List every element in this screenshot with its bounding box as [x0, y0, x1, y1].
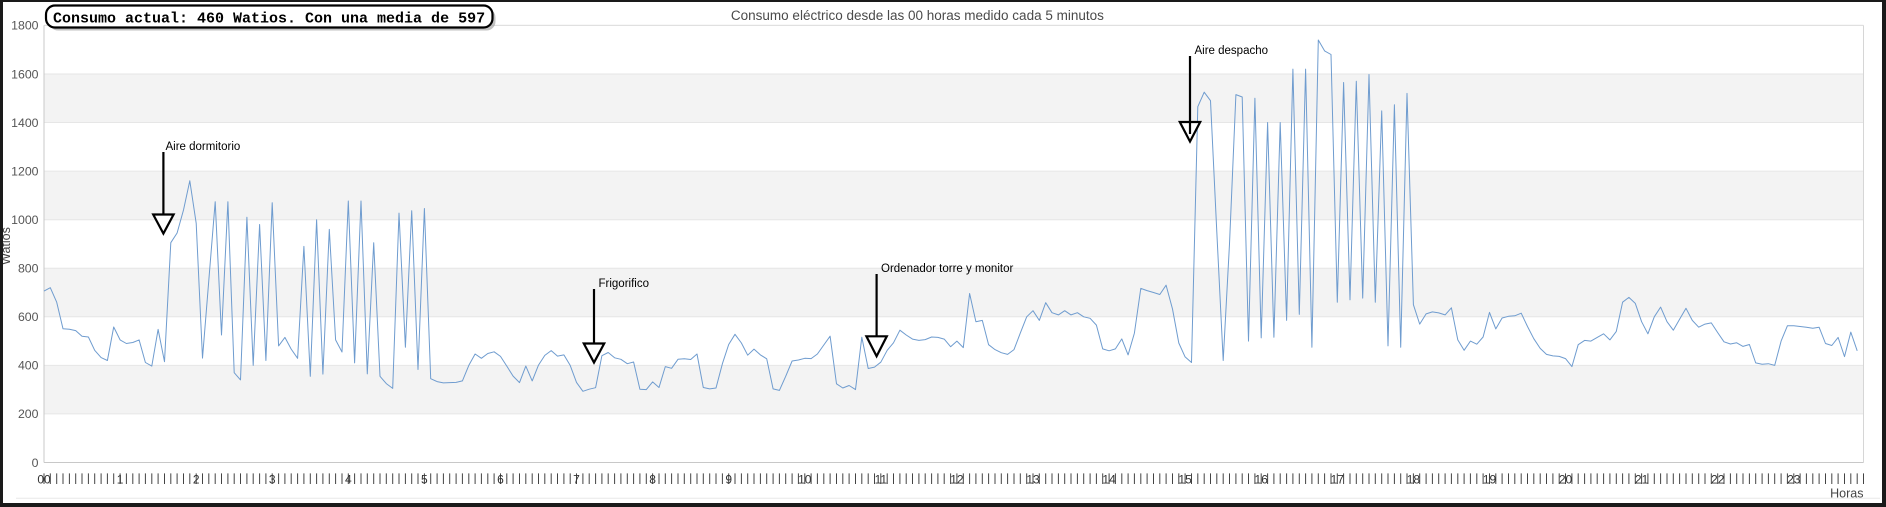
- svg-text:11: 11: [875, 473, 888, 487]
- svg-text:Frigorifico: Frigorifico: [599, 278, 649, 290]
- svg-text:Aire despacho: Aire despacho: [1195, 45, 1269, 57]
- svg-text:2: 2: [193, 473, 200, 487]
- svg-text:23: 23: [1787, 473, 1801, 487]
- svg-text:1400: 1400: [11, 116, 39, 130]
- svg-text:19: 19: [1483, 473, 1497, 487]
- svg-text:600: 600: [18, 310, 39, 324]
- svg-text:Watios: Watios: [0, 227, 13, 265]
- svg-text:Ordenador torre y monitor: Ordenador torre y monitor: [881, 263, 1013, 275]
- svg-text:800: 800: [18, 262, 39, 276]
- svg-text:13: 13: [1026, 473, 1040, 487]
- svg-text:00: 00: [37, 473, 51, 487]
- svg-text:1600: 1600: [11, 67, 39, 81]
- svg-text:10: 10: [798, 473, 812, 487]
- svg-text:16: 16: [1255, 473, 1269, 487]
- svg-text:7: 7: [573, 473, 580, 487]
- svg-text:22: 22: [1711, 473, 1725, 487]
- svg-text:5: 5: [421, 473, 428, 487]
- svg-text:15: 15: [1178, 473, 1192, 487]
- svg-text:400: 400: [18, 359, 39, 373]
- svg-text:14: 14: [1102, 473, 1116, 487]
- svg-text:1000: 1000: [11, 213, 39, 227]
- svg-text:Consumo actual: 460 Watios. Co: Consumo actual: 460 Watios. Con una medi…: [53, 11, 485, 28]
- svg-text:Aire dormitorio: Aire dormitorio: [166, 141, 241, 153]
- svg-text:12: 12: [950, 473, 964, 487]
- svg-text:20: 20: [1559, 473, 1573, 487]
- svg-text:Horas: Horas: [1830, 487, 1863, 501]
- svg-text:8: 8: [649, 473, 656, 487]
- svg-text:1800: 1800: [11, 19, 39, 33]
- svg-text:Consumo eléctrico desde las 00: Consumo eléctrico desde las 00 horas med…: [731, 8, 1104, 23]
- svg-text:4: 4: [345, 473, 352, 487]
- svg-text:21: 21: [1635, 473, 1649, 487]
- svg-text:18: 18: [1407, 473, 1421, 487]
- svg-text:1: 1: [117, 473, 124, 487]
- svg-text:3: 3: [269, 473, 276, 487]
- svg-text:200: 200: [18, 407, 39, 421]
- svg-text:6: 6: [497, 473, 504, 487]
- svg-text:9: 9: [725, 473, 732, 487]
- svg-text:0: 0: [32, 456, 39, 470]
- svg-text:1200: 1200: [11, 164, 39, 178]
- svg-text:17: 17: [1331, 473, 1345, 487]
